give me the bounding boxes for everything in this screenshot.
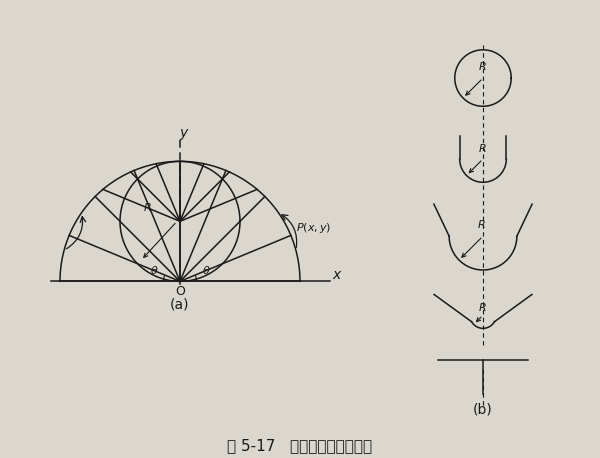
Text: $R$: $R$ bbox=[143, 201, 151, 213]
Text: $y$: $y$ bbox=[179, 127, 190, 142]
Text: $R$: $R$ bbox=[478, 300, 487, 313]
Text: $P(x,y)$: $P(x,y)$ bbox=[296, 221, 331, 235]
Text: (a): (a) bbox=[170, 298, 190, 312]
Text: $R$: $R$ bbox=[478, 60, 487, 72]
Text: $R$: $R$ bbox=[478, 142, 487, 154]
Text: O: O bbox=[175, 284, 185, 298]
Text: $x$: $x$ bbox=[332, 268, 343, 282]
Text: $R$: $R$ bbox=[478, 218, 486, 230]
Text: $\theta$: $\theta$ bbox=[150, 264, 158, 276]
Text: $\theta$: $\theta$ bbox=[202, 264, 211, 276]
Text: (b): (b) bbox=[473, 402, 493, 416]
Text: 图 5-17   中心弯曲成型变形图: 图 5-17 中心弯曲成型变形图 bbox=[227, 438, 373, 453]
